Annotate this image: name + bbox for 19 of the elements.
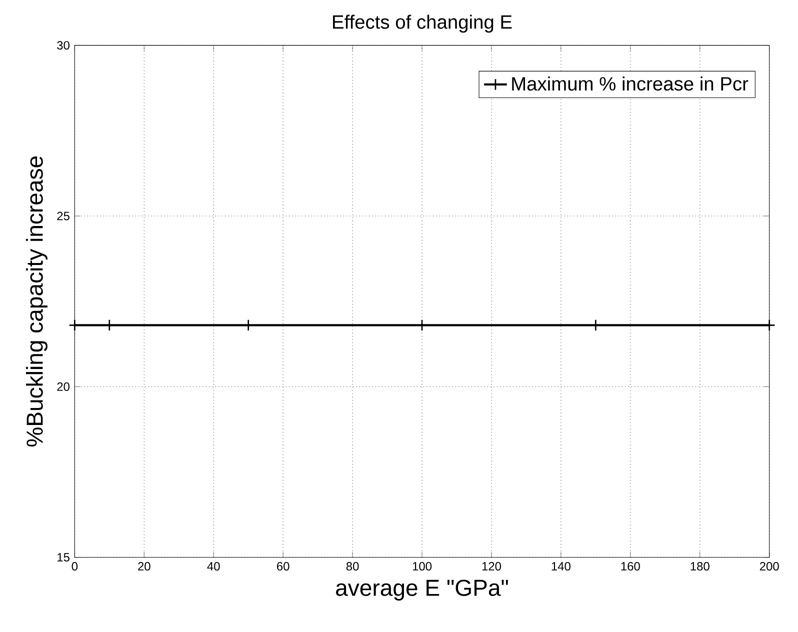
y-tick-label: 30 — [57, 41, 70, 50]
chart-title: Effects of changing E — [333, 14, 512, 33]
y-tick-label: 15 — [58, 553, 70, 562]
x-tick-label: 140 — [552, 562, 570, 571]
y-axis-title: %Buckling capacity increase — [26, 156, 48, 447]
x-axis-title: average E "GPa" — [336, 580, 508, 601]
x-tick-label: 60 — [277, 562, 290, 571]
x-tick-label: 0 — [72, 562, 78, 571]
legend-label: Maximum % increase in Pcr — [512, 76, 748, 91]
x-tick-label: 120 — [482, 562, 502, 571]
y-tick-label: 20 — [57, 382, 70, 391]
x-tick-label: 180 — [690, 562, 710, 571]
x-tick-label: 20 — [138, 562, 150, 571]
y-tick-label: 25 — [57, 212, 70, 220]
x-tick-label: 160 — [621, 562, 640, 571]
x-tick-label: 200 — [760, 562, 779, 571]
x-tick-label: 100 — [412, 562, 432, 571]
x-tick-label: 80 — [346, 562, 359, 571]
x-tick-label: 40 — [207, 562, 220, 571]
